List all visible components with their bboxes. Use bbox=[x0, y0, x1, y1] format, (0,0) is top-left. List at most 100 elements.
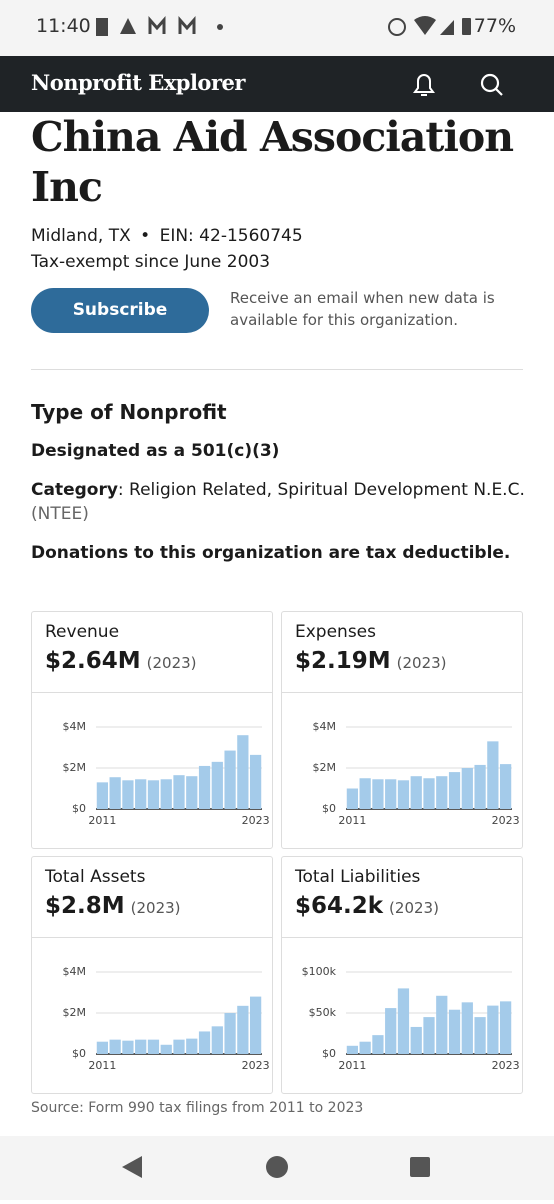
back-button[interactable] bbox=[122, 1156, 142, 1178]
designation-prefix: Designated as a bbox=[31, 441, 191, 461]
headline-number: $2.64M bbox=[45, 648, 141, 674]
headline-value: $2.8M (2023) bbox=[45, 893, 181, 919]
bar bbox=[211, 761, 223, 809]
bar bbox=[173, 1039, 185, 1054]
bar bbox=[385, 779, 397, 809]
card-divider bbox=[32, 692, 272, 693]
bar bbox=[198, 1031, 211, 1054]
bar bbox=[474, 764, 486, 809]
x-tick-label: 2011 bbox=[88, 1059, 116, 1072]
bar bbox=[423, 778, 435, 809]
bar bbox=[147, 780, 160, 809]
x-tick-label: 2023 bbox=[492, 814, 520, 827]
bar bbox=[135, 779, 147, 809]
donations-note: Donations to this organization are tax d… bbox=[31, 543, 511, 563]
y-tick-label: $100k bbox=[302, 965, 337, 978]
headline-year: (2023) bbox=[130, 899, 181, 917]
bar bbox=[397, 988, 410, 1054]
bar bbox=[423, 1017, 435, 1054]
bar bbox=[346, 788, 359, 809]
bar bbox=[487, 741, 499, 809]
card-divider bbox=[282, 937, 522, 938]
y-tick-label: $50k bbox=[309, 1006, 337, 1019]
chart-title: Total Liabilities bbox=[295, 867, 421, 887]
headline-number: $2.8M bbox=[45, 893, 125, 919]
chart-title: Total Assets bbox=[45, 867, 146, 887]
headline-value: $2.19M (2023) bbox=[295, 648, 447, 674]
bar bbox=[499, 1001, 512, 1054]
y-tick-label: $4M bbox=[63, 965, 87, 978]
search-button[interactable] bbox=[480, 73, 503, 96]
bar bbox=[436, 995, 448, 1054]
bar bbox=[186, 776, 198, 809]
bar bbox=[499, 764, 512, 809]
bar bbox=[237, 1005, 249, 1054]
y-tick-label: $2M bbox=[63, 1006, 87, 1019]
bar bbox=[249, 754, 262, 809]
bar bbox=[461, 768, 473, 809]
y-tick-label: $0 bbox=[72, 802, 86, 815]
mini-chart: $0 $50k $100k 2011 2023 bbox=[302, 965, 520, 1072]
bar bbox=[109, 777, 121, 809]
subscribe-note: Receive an email when new data is availa… bbox=[230, 289, 495, 329]
bar bbox=[372, 1035, 384, 1054]
bar bbox=[160, 1044, 172, 1054]
mini-chart: $0 $2M $4M 2011 2023 bbox=[63, 720, 270, 827]
bar bbox=[160, 779, 172, 809]
bar bbox=[249, 996, 262, 1054]
chart-card: Total Assets $2.8M (2023) $0 $2M $4M 2011 2023 bbox=[31, 856, 273, 1094]
mini-chart: $0 $2M $4M 2011 2023 bbox=[313, 720, 520, 827]
notifications-button[interactable] bbox=[413, 74, 435, 96]
headline-year: (2023) bbox=[146, 654, 197, 672]
mini-chart: $0 $2M $4M 2011 2023 bbox=[63, 965, 270, 1072]
bar bbox=[198, 765, 211, 809]
x-tick-label: 2011 bbox=[88, 814, 116, 827]
bar bbox=[436, 776, 448, 809]
status-bar: 11:40 77% bbox=[0, 0, 554, 56]
chart-title: Expenses bbox=[295, 622, 376, 642]
chart-card: Expenses $2.19M (2023) $0 $2M $4M 2011 2023 bbox=[281, 611, 523, 849]
home-button[interactable] bbox=[266, 1156, 288, 1178]
bar bbox=[96, 1041, 109, 1054]
y-tick-label: $2M bbox=[63, 761, 87, 774]
x-tick-label: 2023 bbox=[242, 814, 270, 827]
section-heading: Type of Nonprofit bbox=[31, 400, 227, 424]
category: Category: Religion Related, Spiritual De… bbox=[31, 478, 531, 526]
app-bar-icons bbox=[413, 73, 503, 96]
bar bbox=[224, 1013, 236, 1054]
subscribe-button[interactable]: Subscribe bbox=[31, 288, 209, 333]
bar bbox=[385, 1008, 397, 1054]
bar bbox=[410, 1026, 422, 1054]
y-tick-label: $4M bbox=[63, 720, 87, 733]
headline-number: $2.19M bbox=[295, 648, 391, 674]
y-tick-label: $0 bbox=[72, 1047, 86, 1060]
divider bbox=[31, 369, 523, 370]
bar bbox=[224, 750, 236, 809]
separator: • bbox=[140, 226, 151, 246]
bar bbox=[397, 780, 410, 809]
card-divider bbox=[282, 692, 522, 693]
bar bbox=[448, 772, 461, 809]
x-tick-label: 2011 bbox=[338, 1059, 366, 1072]
headline-year: (2023) bbox=[396, 654, 447, 672]
source: Source: Form 990 tax filings from 2011 t… bbox=[31, 1100, 364, 1116]
brand[interactable]: Nonprofit Explorer bbox=[31, 70, 245, 95]
tax-exempt-since: Tax-exempt since June 2003 bbox=[31, 252, 271, 272]
org-meta: Midland, TX • EIN: 42-1560745 bbox=[31, 226, 303, 246]
ntee-link[interactable]: (NTEE) bbox=[31, 504, 89, 524]
nav-buttons bbox=[122, 1156, 430, 1178]
chart-card: Revenue $2.64M (2023) $0 $2M $4M 2011 2023 bbox=[31, 611, 273, 849]
app-bar: Nonprofit Explorer bbox=[0, 56, 554, 112]
bar bbox=[359, 778, 371, 809]
bar bbox=[186, 1038, 198, 1054]
designation-link[interactable]: 501(c)(3) bbox=[190, 441, 280, 461]
y-tick-label: $2M bbox=[313, 761, 337, 774]
bar bbox=[487, 1005, 499, 1054]
recents-button[interactable] bbox=[410, 1157, 430, 1177]
location: Midland, TX bbox=[31, 226, 131, 246]
designation: Designated as a 501(c)(3) bbox=[31, 439, 531, 463]
bar bbox=[372, 779, 384, 809]
category-text: : Religion Related, Spiritual Developmen… bbox=[117, 480, 525, 500]
bar bbox=[96, 782, 109, 809]
